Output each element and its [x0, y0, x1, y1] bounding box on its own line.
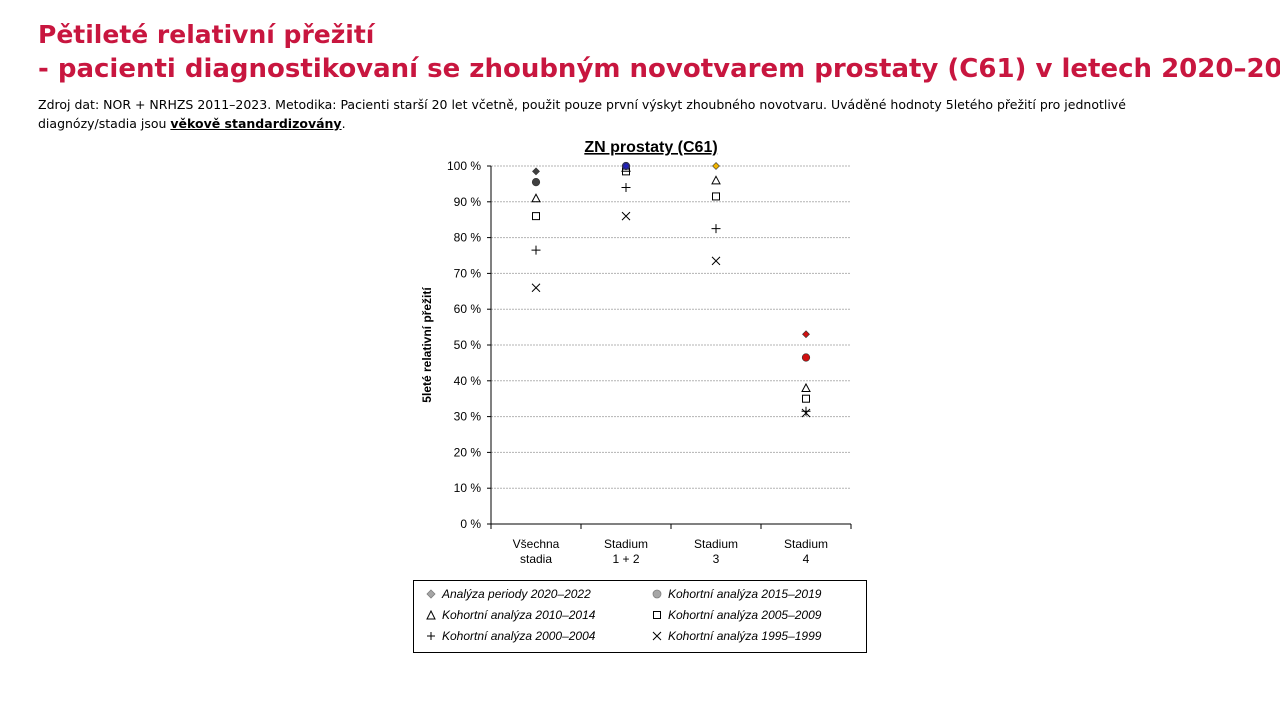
square-marker-icon: [652, 610, 662, 620]
data-point-plus: [712, 224, 721, 233]
y-tick-label: 20 %: [454, 445, 482, 459]
data-point-square: [713, 193, 720, 200]
x-tick-label: 4: [803, 552, 810, 566]
y-tick-label: 90 %: [454, 195, 482, 209]
x-tick-label: Stadium: [694, 537, 738, 551]
chart-title: ZN prostaty (C61): [584, 139, 717, 156]
legend-label: Kohortní analýza 1995–1999: [668, 629, 821, 643]
y-tick-label: 100 %: [447, 159, 481, 173]
data-point-triangle: [532, 194, 540, 202]
y-tick-label: 60 %: [454, 302, 482, 316]
legend-item-cohort-1995-1999: Kohortní analýza 1995–1999: [652, 629, 821, 643]
y-tick-label: 0 %: [460, 517, 481, 531]
y-axis-label: 5leté relativní přežití: [420, 287, 434, 403]
data-point-square: [533, 213, 540, 220]
chart-legend: Analýza periody 2020–2022 Kohortní analý…: [413, 580, 867, 653]
data-point-diamond: [533, 168, 540, 175]
triangle-marker-icon: [426, 610, 436, 620]
data-point-circle: [802, 354, 810, 362]
legend-item-cohort-2005-2009: Kohortní analýza 2005–2009: [652, 608, 821, 622]
y-tick-label: 70 %: [454, 266, 482, 280]
legend-label: Kohortní analýza 2000–2004: [442, 629, 595, 643]
y-tick-label: 40 %: [454, 374, 482, 388]
legend-label: Kohortní analýza 2010–2014: [442, 608, 595, 622]
data-point-plus: [532, 246, 541, 255]
data-point-diamond: [803, 331, 810, 338]
legend-label: Analýza periody 2020–2022: [442, 587, 591, 601]
legend-item-cohort-2015-2019: Kohortní analýza 2015–2019: [652, 587, 821, 601]
data-point-cross: [712, 257, 720, 265]
data-point-diamond: [713, 163, 720, 170]
x-tick-label: stadia: [520, 552, 552, 566]
y-tick-label: 30 %: [454, 410, 482, 424]
y-tick-label: 50 %: [454, 338, 482, 352]
data-point-plus: [622, 183, 631, 192]
x-tick-label: 1 + 2: [612, 552, 639, 566]
circle-marker-icon: [652, 589, 662, 599]
legend-item-period-2020-2022: Analýza periody 2020–2022: [426, 587, 591, 601]
data-point-cross: [532, 284, 540, 292]
x-tick-label: Stadium: [604, 537, 648, 551]
legend-label: Kohortní analýza 2015–2019: [668, 587, 821, 601]
data-point-cross: [622, 212, 630, 220]
x-tick-label: Všechna: [513, 537, 560, 551]
x-tick-label: 3: [713, 552, 720, 566]
data-point-triangle: [802, 384, 810, 392]
y-tick-label: 80 %: [454, 231, 482, 245]
diamond-marker-icon: [426, 589, 436, 599]
data-point-plus: [802, 407, 811, 416]
legend-item-cohort-2010-2014: Kohortní analýza 2010–2014: [426, 608, 595, 622]
x-tick-label: Stadium: [784, 537, 828, 551]
data-point-circle: [532, 178, 540, 186]
data-point-square: [803, 395, 810, 402]
legend-label: Kohortní analýza 2005–2009: [668, 608, 821, 622]
data-point-triangle: [712, 176, 720, 184]
y-tick-label: 10 %: [454, 481, 482, 495]
cross-marker-icon: [652, 631, 662, 641]
plus-marker-icon: [426, 631, 436, 641]
legend-item-cohort-2000-2004: Kohortní analýza 2000–2004: [426, 629, 595, 643]
